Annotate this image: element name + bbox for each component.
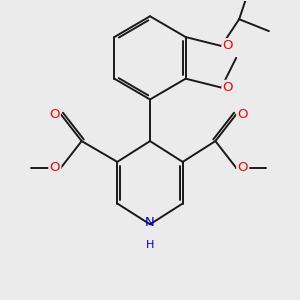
Text: O: O: [50, 161, 60, 174]
Text: H: H: [146, 240, 154, 250]
Text: O: O: [238, 161, 248, 174]
Text: O: O: [238, 108, 248, 121]
Text: O: O: [223, 81, 233, 94]
Text: O: O: [223, 40, 233, 52]
Text: N: N: [145, 216, 155, 229]
Text: O: O: [49, 108, 59, 121]
